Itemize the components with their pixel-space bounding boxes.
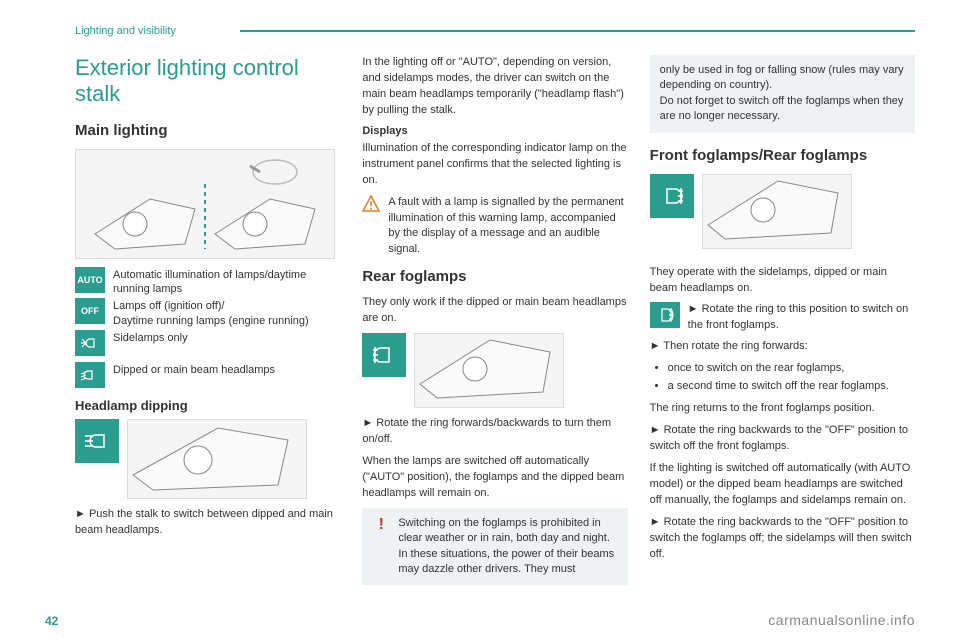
main-lighting-diagram [75, 149, 335, 259]
front-back-off: ► Rotate the ring backwards to the "OFF"… [650, 423, 915, 455]
legend-off: OFF Lamps off (ignition off)/ Daytime ru… [75, 298, 340, 328]
front-foglamp-small-icon [650, 302, 680, 328]
rear-rotate-instruction: ► Rotate the ring forwards/backwards to … [362, 416, 627, 448]
dipping-instruction: ► Push the stalk to switch between dippe… [75, 507, 340, 539]
legend-auto-text: Automatic illumination of lamps/daytime … [113, 267, 340, 297]
front-foglamp-icon [650, 174, 694, 218]
legend-sidelamps: Sidelamps only [75, 330, 340, 356]
rear-auto-note: When the lamps are switched off automati… [362, 454, 627, 502]
dipped-beam-icon [75, 362, 105, 388]
front-foglamp-diagram [702, 174, 852, 249]
front-auto-off: If the lighting is switched off automati… [650, 461, 915, 509]
fault-text: A fault with a lamp is signalled by the … [388, 195, 627, 259]
rear-foglamp-icon [362, 333, 406, 377]
front-ring-return: The ring returns to the front foglamps p… [650, 401, 915, 417]
column-3: only be used in fog or falling snow (rul… [650, 55, 915, 585]
watermark: carmanualsonline.info [768, 612, 915, 628]
legend-dipped: Dipped or main beam headlamps [75, 362, 340, 388]
column-2: In the lighting off or "AUTO", depending… [362, 55, 627, 585]
front-bullets: once to switch on the rear foglamps, a s… [650, 361, 915, 395]
exclamation-icon: ! [372, 516, 390, 534]
front-final-off: ► Rotate the ring backwards to the "OFF"… [650, 515, 915, 563]
page-title: Exterior lighting control stalk [75, 55, 340, 108]
front-foglamp-row [650, 174, 915, 257]
front-intro: They operate with the sidelamps, dipped … [650, 265, 915, 297]
foglamp-warning-cont: only be used in fog or falling snow (rul… [650, 55, 915, 133]
section-label: Lighting and visibility [75, 25, 176, 37]
main-beam-icon [75, 419, 119, 463]
legend-sidelamps-text: Sidelamps only [113, 330, 188, 345]
legend-dipped-text: Dipped or main beam headlamps [113, 362, 275, 377]
column-1: Exterior lighting control stalk Main lig… [75, 55, 340, 585]
off-icon: OFF [75, 298, 105, 324]
auto-mode-intro: In the lighting off or "AUTO", depending… [362, 55, 627, 119]
front-bullet-2: a second time to switch off the rear fog… [668, 379, 915, 395]
content-columns: Exterior lighting control stalk Main lig… [75, 55, 915, 585]
legend-off-text: Lamps off (ignition off)/ Daytime runnin… [113, 298, 309, 328]
fault-warning: A fault with a lamp is signalled by the … [362, 195, 627, 259]
dipping-diagram [127, 419, 307, 499]
subhead-main-lighting: Main lighting [75, 122, 340, 139]
legend-auto: AUTO Automatic illumination of lamps/day… [75, 267, 340, 297]
subhead-front-rear-foglamps: Front foglamps/Rear foglamps [650, 147, 915, 164]
front-ring-position: ► Rotate the ring to this position to sw… [650, 302, 915, 333]
subhead-rear-foglamps: Rear foglamps [362, 268, 627, 285]
page-number: 42 [45, 614, 58, 628]
dipping-row [75, 419, 340, 507]
auto-icon: AUTO [75, 267, 105, 293]
foglamp-warning-text: Switching on the foglamps is prohibited … [398, 516, 617, 578]
header-rule [240, 30, 915, 32]
front-bullet-1: once to switch on the rear foglamps, [668, 361, 915, 377]
rear-foglamp-diagram [414, 333, 564, 408]
rear-foglamp-row [362, 333, 627, 416]
foglamp-warning-box: ! Switching on the foglamps is prohibite… [362, 508, 627, 586]
warning-triangle-icon [362, 195, 380, 213]
rear-foglamps-intro: They only work if the dipped or main bea… [362, 295, 627, 327]
sidelamps-icon [75, 330, 105, 356]
front-ring-text: ► Rotate the ring to this position to sw… [688, 302, 915, 333]
subhead-displays: Displays [362, 125, 627, 137]
subhead-headlamp-dipping: Headlamp dipping [75, 398, 340, 413]
displays-text: Illumination of the corresponding indica… [362, 141, 627, 189]
front-then-rotate: ► Then rotate the ring forwards: [650, 339, 915, 355]
